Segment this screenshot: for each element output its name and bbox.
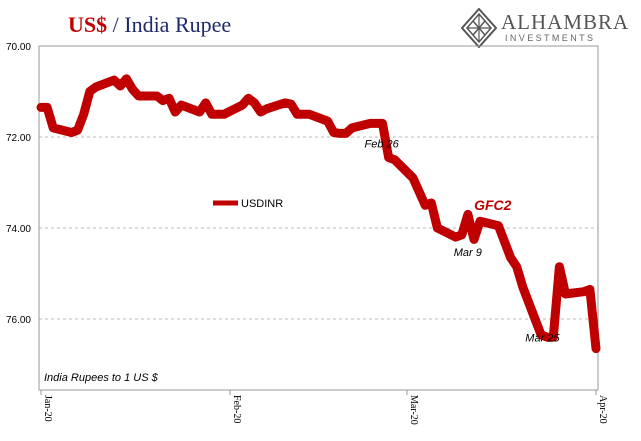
annotation-mar-9: Mar 9 [454, 247, 482, 259]
grid-lines [39, 136, 598, 320]
series-lines [36, 74, 601, 354]
y-tick-label: 70.00 [6, 42, 31, 53]
alhambra-logo: ALHAMBRA INVESTMENTS [461, 8, 636, 48]
plot-area-frame [38, 45, 599, 391]
annotation-gfc2: GFC2 [474, 197, 512, 213]
logo-subtitle: INVESTMENTS [505, 33, 596, 43]
annotations: Feb 26 GFC2 Mar 9 Mar 25 [365, 139, 561, 345]
chart-title-part2: / India Rupee [107, 12, 232, 37]
series-line-usdinr [36, 74, 601, 354]
legend: USDINR [213, 198, 283, 210]
legend-label: USDINR [241, 198, 283, 210]
x-tick-label: Mar-20 [408, 395, 419, 425]
diamond-lattice-icon [461, 8, 497, 48]
x-tick-label: Feb-20 [231, 395, 242, 423]
annotation-feb-26: Feb 26 [365, 139, 400, 151]
y-tick-label: 76.00 [6, 315, 31, 326]
y-tick-labels: 70.00 72.00 74.00 76.00 [6, 42, 31, 326]
annotation-mar-25: Mar 25 [525, 333, 560, 345]
x-tick-label: Jan-20 [42, 395, 53, 422]
chart-title-part1: US$ [68, 12, 108, 37]
x-tick-label: Apr-20 [597, 395, 608, 424]
y-tick-label: 74.00 [6, 224, 31, 235]
logo-name: ALHAMBRA [501, 10, 630, 34]
x-tick-labels: Jan-20 Feb-20 Mar-20 Apr-20 [40, 390, 608, 425]
y-tick-label: 72.00 [6, 133, 31, 144]
chart-title: US$ / India Rupee [68, 12, 231, 38]
chart-note: India Rupees to 1 US $ [44, 372, 159, 384]
